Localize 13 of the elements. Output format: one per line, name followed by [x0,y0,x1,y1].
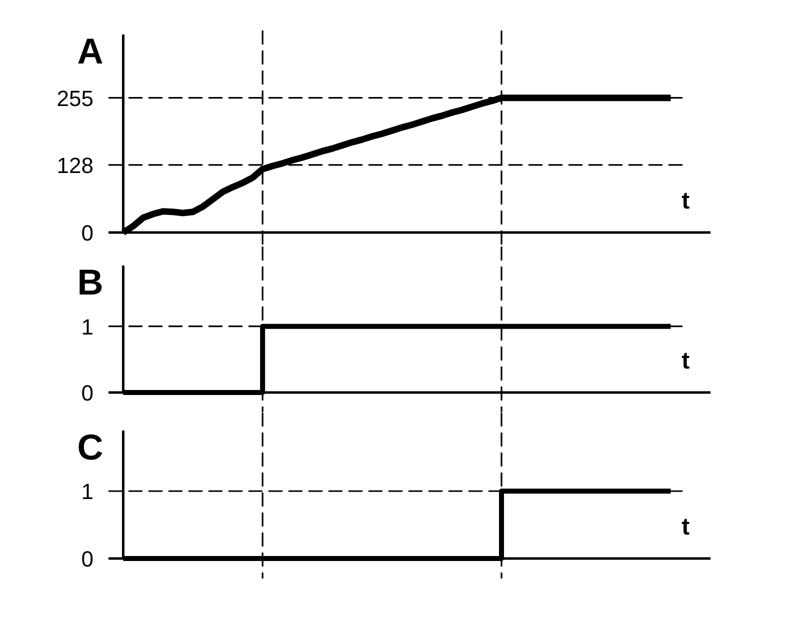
y-axis-title: A [77,30,104,72]
x-axis-title: t [682,348,690,374]
y-tick-label: 0 [81,380,94,406]
y-axis-title: C [77,426,104,468]
y-tick-label: 255 [56,86,94,111]
y-tick-label: 1 [81,314,94,340]
y-tick-label: 1 [81,479,94,504]
x-axis-title: t [682,514,690,540]
y-tick-label: 0 [81,220,94,246]
y-axis-title: B [77,262,104,302]
x-axis-title: t [682,188,690,214]
y-tick-label: 0 [81,546,94,572]
y-tick-label: 128 [56,152,94,178]
